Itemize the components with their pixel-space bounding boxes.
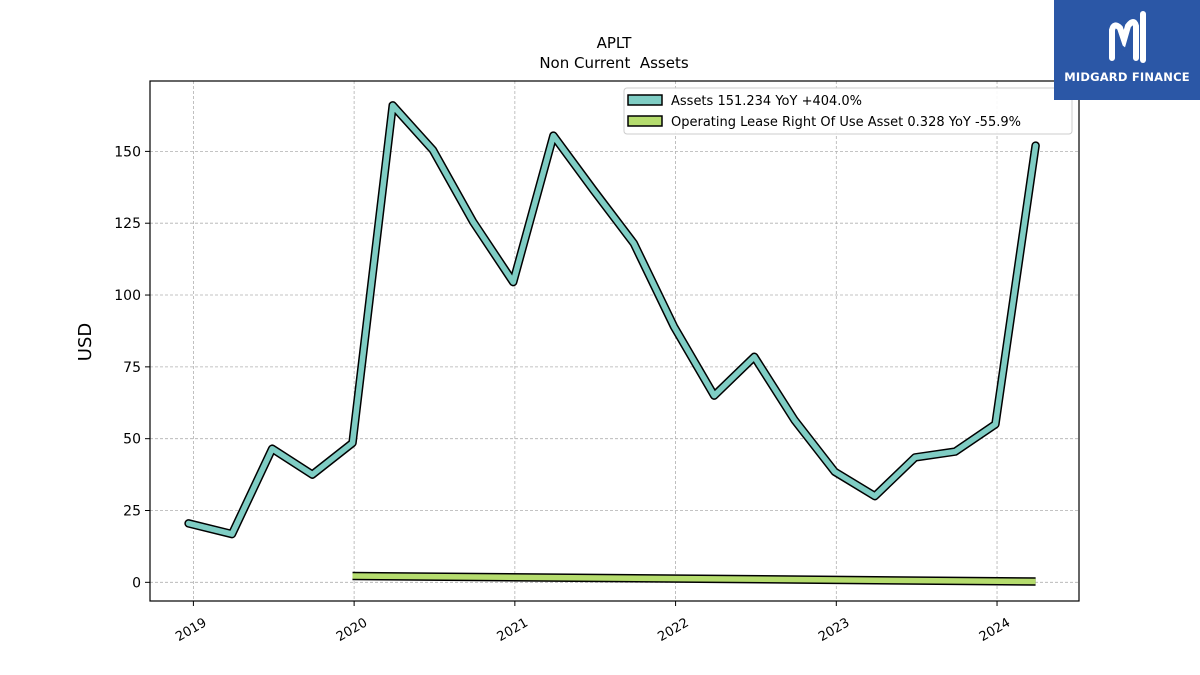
y-tick-label: 125 [114,216,141,232]
series-layer [184,101,1040,586]
chart-title: APLT [597,34,633,52]
x-tick-label: 2019 [173,615,209,645]
y-tick-label: 150 [114,144,141,160]
legend-swatch [627,115,663,127]
x-tick-label: 2024 [977,615,1013,645]
series-line [352,573,1036,585]
brand-logo: MIDGARD FINANCE [1054,0,1200,100]
chart-subtitle: Non Current Assets [539,54,689,72]
y-tick-label: 25 [123,504,141,520]
x-tick-label: 2021 [495,615,531,645]
series-assets [184,101,1040,539]
y-tick-label: 50 [123,432,141,448]
axis-ticks: 2019 2020 2021 2022 2023 2024 0 25 50 75 100 125 150 [114,144,1013,645]
plot-frame [149,80,1080,602]
brand-name: MIDGARD FINANCE [1064,70,1190,84]
x-tick-label: 2020 [334,615,370,645]
x-tick-label: 2022 [655,615,691,645]
legend-label: Operating Lease Right Of Use Asset 0.328… [671,115,1021,130]
legend-box [623,87,1073,135]
y-tick-label: 0 [132,575,141,591]
series-operating-lease [352,571,1036,586]
legend: Assets 151.234 YoY +404.0% Operating Leas… [623,87,1073,135]
x-tick-label: 2023 [816,615,852,645]
y-tick-label: 100 [114,288,141,304]
series-line [185,102,1039,537]
midgard-logo-icon [1109,11,1146,63]
legend-label: Assets 151.234 YoY +404.0% [671,94,862,109]
gridlines [150,81,1079,601]
y-axis-label: USD [75,323,96,361]
y-tick-label: 75 [123,360,141,376]
legend-swatch [627,94,663,106]
